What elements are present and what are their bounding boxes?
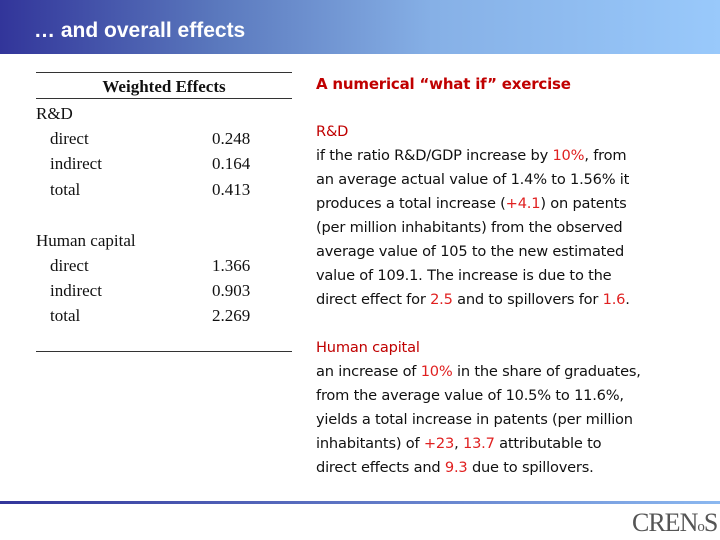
slide-title: … and overall effects: [34, 19, 246, 42]
row-label: indirect: [50, 281, 102, 301]
highlight-value: 9.3: [444, 459, 468, 476]
highlight-value: 10%: [420, 363, 453, 380]
text-line: direct effect for 2.5 and to spillovers …: [316, 288, 641, 312]
highlight-value: 1.6: [602, 291, 626, 308]
highlight-value: +4.1: [505, 195, 541, 212]
text-segment: average value of 105 to the new estimate…: [316, 243, 625, 260]
weighted-effects-table: Weighted Effects R&D direct 0.248 indirect 0…: [36, 72, 292, 352]
row-label: total: [50, 179, 81, 199]
section-rd: R&D if the ratio R&D/GDP increase by 10%,…: [316, 120, 641, 312]
text-segment: produces a total increase (: [316, 195, 506, 212]
text-line: average value of 105 to the new estimate…: [316, 240, 641, 264]
text-segment: attributable to: [494, 435, 602, 452]
text-segment: yields a total increase in patents (per …: [316, 411, 633, 428]
text-segment: from the average value of 10.5% to 11.6%…: [316, 387, 624, 404]
text-segment: , from: [584, 147, 627, 164]
row-value: 1.366: [212, 255, 251, 275]
text-line: (per million inhabitants) from the obser…: [316, 216, 641, 240]
table-header-rule: [36, 98, 292, 99]
section-human-capital: Human capital an increase of 10% in the s…: [316, 336, 641, 480]
title-bar: … and overall effects: [0, 0, 720, 54]
text-segment: inhabitants) of: [316, 435, 424, 452]
text-segment: and to spillovers for: [452, 291, 603, 308]
highlight-value: 2.5: [430, 291, 453, 308]
text-line: direct effects and 9.3 due to spillovers…: [316, 456, 641, 480]
group-label: R&D: [36, 104, 73, 123]
table-row: direct 0.248: [36, 126, 292, 151]
text-segment: due to spillovers.: [467, 459, 594, 476]
highlight-value: 13.7: [463, 435, 495, 452]
text-line: inhabitants) of +23, 13.7 attributable t…: [316, 432, 641, 456]
highlight-value: 10%: [552, 147, 585, 164]
row-label: direct: [50, 255, 89, 275]
text-segment: (per million inhabitants) from the obser…: [316, 219, 623, 236]
row-value: 0.903: [212, 281, 251, 301]
table-row: direct 1.366: [36, 253, 292, 278]
table-top-rule: [36, 72, 292, 73]
text-segment: an increase of: [316, 363, 421, 380]
text-line: value of 109.1. The increase is due to t…: [316, 264, 641, 288]
table-bottom-rule: [36, 350, 292, 352]
table-row: total 0.413: [36, 177, 292, 202]
text-segment: ) on patents: [540, 195, 627, 212]
text-segment: direct effect for: [316, 291, 431, 308]
text-line: produces a total increase (+4.1) on pate…: [316, 192, 641, 216]
text-segment: ,: [454, 435, 463, 452]
row-value: 2.269: [212, 306, 251, 326]
row-value: 0.164: [212, 154, 251, 174]
row-value: 0.248: [212, 129, 251, 149]
text-line: from the average value of 10.5% to 11.6%…: [316, 384, 641, 408]
text-segment: value of 109.1. The increase is due to t…: [316, 267, 612, 284]
group-label: Human capital: [36, 230, 136, 250]
row-label: total: [50, 306, 81, 326]
table-row: indirect 0.903: [36, 278, 292, 303]
highlight-value: +23: [423, 435, 455, 452]
table-row: total 2.269: [36, 303, 292, 328]
footer-rule: [0, 501, 720, 504]
text-segment: an average actual value of 1.4% to 1.56%…: [316, 171, 630, 188]
section-title: R&D: [316, 123, 349, 140]
what-if-heading: A numerical “what if” exercise: [316, 75, 571, 93]
text-line: yields a total increase in patents (per …: [316, 408, 641, 432]
what-if-panel: A numerical “what if” exercise R&D if the…: [316, 72, 641, 504]
text-segment: in the share of graduates,: [452, 363, 641, 380]
text-segment: direct effects and: [316, 459, 445, 476]
table-header: Weighted Effects: [102, 77, 226, 96]
text-segment: .: [625, 291, 630, 308]
text-line: if the ratio R&D/GDP increase by 10%, fr…: [316, 144, 641, 168]
table-row: indirect 0.164: [36, 151, 292, 176]
text-segment: if the ratio R&D/GDP increase by: [316, 147, 553, 164]
section-title: Human capital: [316, 339, 420, 356]
crenos-logo: CRENoS: [632, 508, 720, 538]
row-label: direct: [50, 129, 89, 149]
text-line: an increase of 10% in the share of gradu…: [316, 360, 641, 384]
row-label: indirect: [50, 154, 102, 174]
text-line: an average actual value of 1.4% to 1.56%…: [316, 168, 641, 192]
row-value: 0.413: [212, 179, 251, 199]
